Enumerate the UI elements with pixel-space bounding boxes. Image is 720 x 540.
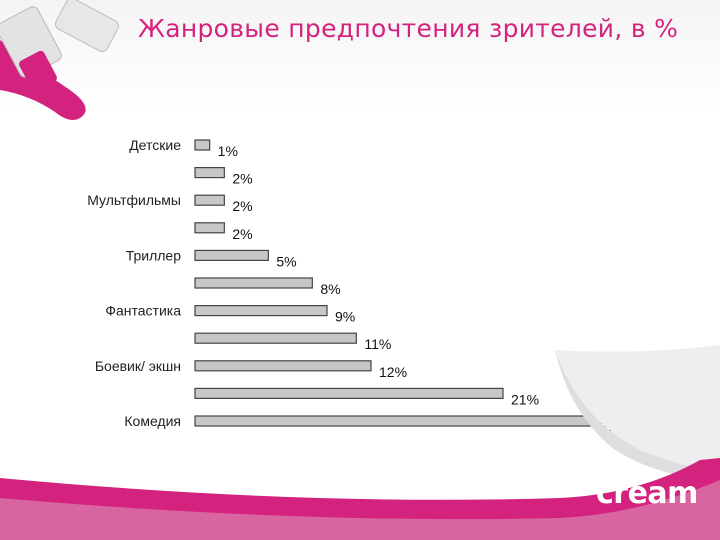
bar-4 bbox=[194, 249, 269, 261]
value-label-7: 11% bbox=[364, 336, 391, 352]
bar-9 bbox=[194, 387, 504, 399]
header-background bbox=[0, 0, 720, 110]
slide-title: Жанровые предпочтения зрителей, в % bbox=[138, 14, 679, 43]
value-label-4: 5% bbox=[276, 253, 296, 269]
paint-tube-cap-shape bbox=[19, 50, 57, 92]
page-curl-shadow bbox=[555, 350, 720, 480]
value-label-3: 2% bbox=[232, 226, 252, 242]
category-label-4: Триллер bbox=[126, 247, 181, 263]
category-label-0: Детские bbox=[129, 137, 181, 153]
bar-7 bbox=[194, 332, 357, 344]
value-label-0: 1% bbox=[218, 143, 238, 159]
category-label-6: Фантастика bbox=[105, 303, 181, 319]
value-label-2: 2% bbox=[232, 198, 252, 214]
category-label-2: Мультфильмы bbox=[87, 192, 181, 208]
value-label-5: 8% bbox=[320, 281, 340, 297]
footer-wave-shape bbox=[0, 458, 720, 540]
bar-6 bbox=[194, 305, 328, 317]
category-label-10: Комедия bbox=[124, 413, 181, 429]
bar-1 bbox=[194, 167, 225, 179]
value-label-9: 21% bbox=[511, 391, 539, 407]
bar-3 bbox=[194, 222, 225, 234]
bar-8 bbox=[194, 360, 372, 372]
footer-wave-highlight bbox=[0, 480, 720, 540]
brand-logo: cream bbox=[596, 476, 698, 511]
paint-tube-shape bbox=[55, 0, 119, 53]
value-label-8: 12% bbox=[379, 364, 407, 380]
value-label-6: 9% bbox=[335, 309, 355, 325]
footer-band bbox=[0, 458, 720, 540]
page-curl-shape bbox=[555, 345, 720, 470]
bar-5 bbox=[194, 277, 313, 289]
value-label-1: 2% bbox=[232, 171, 252, 187]
category-label-8: Боевик/ экшн bbox=[95, 358, 181, 374]
bar-2 bbox=[194, 194, 225, 206]
bar-0 bbox=[194, 139, 211, 151]
